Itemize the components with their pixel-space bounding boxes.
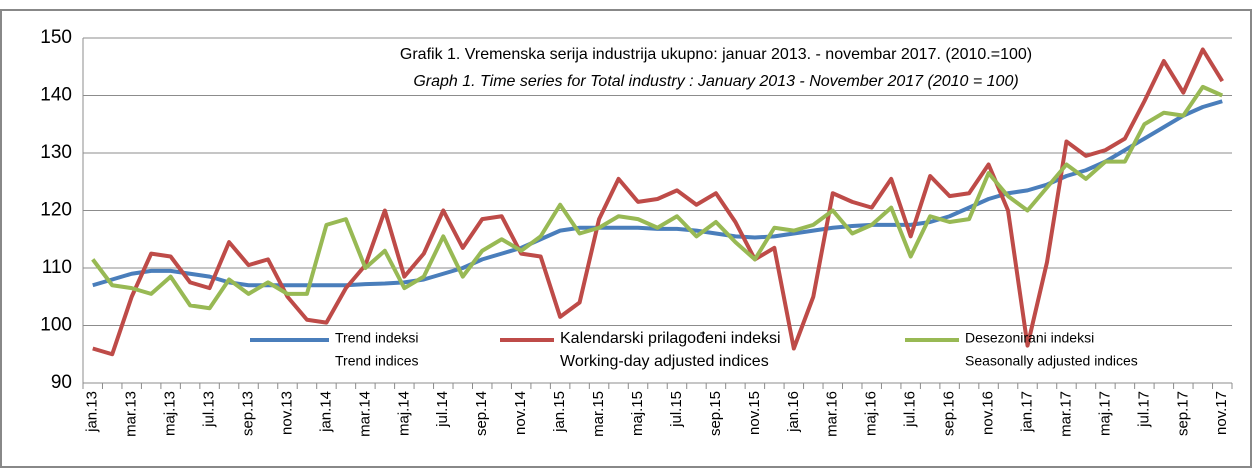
- x-tick-label: jan.13: [84, 391, 101, 433]
- x-tick-label: mar.15: [590, 391, 607, 437]
- legend-label-en: Seasonally adjusted indices: [965, 353, 1138, 369]
- x-tick-label: jan.16: [785, 391, 802, 433]
- x-tick-label: nov.17: [1213, 391, 1230, 435]
- y-tick-label: 140: [40, 85, 72, 106]
- x-tick-label: mar.16: [824, 391, 841, 437]
- x-tick-label: sep.14: [473, 391, 490, 436]
- chart-subtitle: Graph 1. Time series for Total industry …: [413, 73, 1018, 90]
- x-tick-label: maj.15: [629, 391, 646, 436]
- x-tick-label: jul.17: [1135, 391, 1152, 428]
- y-tick-label: 110: [42, 257, 72, 278]
- x-tick-label: jul.15: [668, 391, 685, 428]
- legend-label-en: Trend indices: [335, 353, 419, 369]
- x-tick-label: maj.13: [162, 391, 179, 436]
- x-tick-label: maj.14: [395, 391, 412, 436]
- x-tick-label: jan.17: [1018, 391, 1035, 433]
- x-tick-label: jul.16: [902, 391, 919, 428]
- y-tick-label: 120: [40, 200, 72, 221]
- x-tick-label: jan.14: [317, 391, 334, 433]
- x-tick-label: sep.13: [240, 391, 257, 436]
- series-line: [92, 47, 1224, 357]
- legend-label: Kalendarski prilagođeni indeksi: [560, 330, 781, 347]
- x-tick-label: maj.16: [863, 391, 880, 436]
- x-tick-label: mar.14: [356, 391, 373, 437]
- x-tick-label: nov.13: [278, 391, 295, 435]
- chart-title: Grafik 1. Vremenska serija industrija uk…: [400, 46, 1032, 63]
- x-tick-label: nov.16: [980, 391, 997, 435]
- x-tick-label: jul.14: [434, 391, 451, 428]
- x-tick-label: sep.17: [1174, 391, 1191, 436]
- legend-label-en: Working-day adjusted indices: [560, 353, 769, 370]
- y-tick-label: 150: [40, 27, 72, 48]
- x-tick-label: nov.14: [512, 391, 529, 435]
- x-tick-label: sep.15: [707, 391, 724, 436]
- chart-frame: [0, 9, 1252, 468]
- x-tick-label: nov.15: [746, 391, 763, 435]
- x-tick-label: sep.16: [941, 391, 958, 436]
- legend-label: Trend indeksi: [335, 330, 419, 346]
- x-tick-label: maj.17: [1096, 391, 1113, 436]
- y-tick-label: 100: [40, 315, 72, 336]
- series-line: [91, 84, 1224, 311]
- y-tick-label: 90: [51, 372, 72, 393]
- x-tick-label: jul.13: [201, 391, 218, 428]
- legend-label: Desezonirani indeksi: [965, 330, 1094, 346]
- x-tick-label: jan.15: [551, 391, 568, 433]
- x-tick-label: mar.13: [123, 391, 140, 437]
- x-tick-label: mar.17: [1057, 391, 1074, 437]
- y-tick-label: 130: [40, 142, 72, 163]
